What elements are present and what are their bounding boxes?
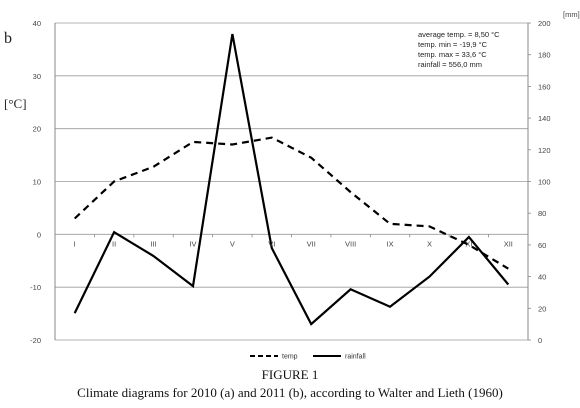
right-axis-unit: [mm]: [563, 10, 580, 19]
axes: [54, 22, 531, 341]
left-tick-label: 20: [33, 125, 41, 134]
right-tick-label: 180: [538, 51, 551, 60]
stat-average-temp: average temp. = 8,50 °C: [418, 30, 500, 39]
category-label: III: [150, 239, 156, 248]
category-label: XII: [504, 239, 513, 248]
panel-letter: b: [4, 30, 12, 47]
stat-temp-max: temp. max = 33,6 °C: [418, 50, 487, 59]
category-label: IV: [189, 239, 196, 248]
left-tick-label: -10: [30, 283, 41, 292]
legend-label-temp: temp: [282, 354, 298, 361]
right-tick-label: 60: [538, 241, 546, 250]
left-axis-unit: [°C]: [4, 96, 27, 111]
grid-lines: [55, 22, 528, 341]
right-tick-label: 0: [538, 336, 542, 345]
category-label: VI: [268, 239, 275, 248]
series-line-rainfall: [73, 33, 510, 326]
left-tick-label: 0: [37, 230, 41, 239]
right-tick-label: 20: [538, 304, 546, 313]
category-label: X: [427, 239, 432, 248]
left-tick-label: -20: [30, 336, 41, 345]
figure-title: FIGURE 1: [261, 367, 319, 382]
legend: temp rainfall: [250, 354, 366, 361]
right-tick-label: 100: [538, 178, 551, 187]
right-tick-label: 40: [538, 273, 546, 282]
climate-stats: average temp. = 8,50 °C temp. min = -19,…: [418, 30, 500, 70]
stat-rainfall: rainfall = 556,0 mm: [418, 60, 482, 69]
left-tick-label: 10: [33, 178, 41, 187]
category-label: V: [230, 239, 235, 248]
category-label: II: [112, 239, 116, 248]
figure-caption: Climate diagrams for 2010 (a) and 2011 (…: [77, 385, 503, 400]
left-tick-label: 30: [33, 72, 41, 81]
tick-labels: -20 -10 0 10 20 30 40 0 20 40 60 80 100 120 140 160 180 2…: [30, 10, 580, 345]
category-label: XI: [465, 239, 472, 248]
series: [73, 33, 510, 326]
right-tick-label: 160: [538, 82, 551, 91]
left-tick-label: 40: [33, 19, 41, 28]
right-tick-label: 80: [538, 209, 546, 218]
series-line-temp: [73, 136, 509, 270]
legend-label-rainfall: rainfall: [345, 354, 366, 361]
category-label: IX: [386, 239, 393, 248]
right-tick-label: 200: [538, 19, 551, 28]
category-label: VIII: [345, 239, 356, 248]
category-label: I: [74, 239, 76, 248]
right-tick-label: 140: [538, 114, 551, 123]
category-label: VII: [307, 239, 316, 248]
stat-temp-min: temp. min = -19,9 °C: [418, 40, 488, 49]
right-tick-label: 120: [538, 146, 551, 155]
